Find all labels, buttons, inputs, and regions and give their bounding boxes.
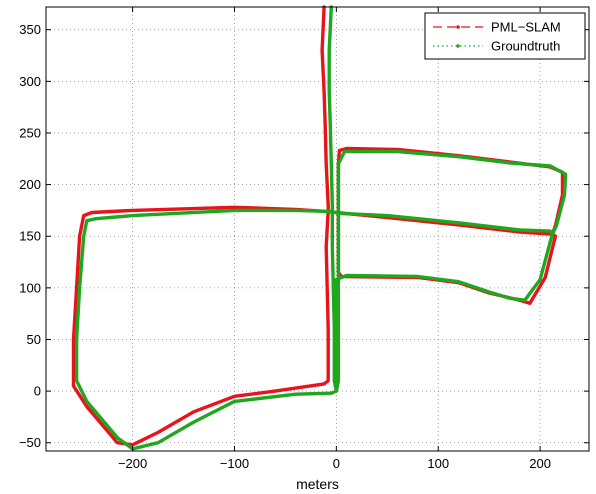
- y-tick-label: 50: [27, 332, 41, 347]
- y-tick-label: 300: [19, 74, 41, 89]
- plot-frame: [45, 6, 590, 452]
- y-tick-label: −50: [19, 435, 41, 450]
- legend: PML−SLAM Groundtruth: [424, 12, 586, 60]
- legend-entry-label: Groundtruth: [491, 39, 560, 54]
- legend-entry-label: PML−SLAM: [491, 20, 561, 35]
- y-tick-label: 100: [19, 280, 41, 295]
- y-tick-label: 150: [19, 229, 41, 244]
- x-tick-label: −200: [118, 456, 147, 471]
- legend-marker-1: [456, 44, 460, 48]
- groundtruth-trajectory: [74, 5, 568, 451]
- legend-marker-0: [456, 25, 460, 29]
- x-tick-label: 100: [427, 456, 449, 471]
- x-tick-label: 200: [529, 456, 551, 471]
- y-tick-label: 350: [19, 22, 41, 37]
- y-tick-label: 200: [19, 177, 41, 192]
- axis-ticks: −200 −100 0 100 200 −50 0 50 100 150 200 250 300 350: [19, 7, 589, 471]
- y-tick-label: 0: [34, 384, 41, 399]
- series-layer: [71, 5, 568, 451]
- legend-box: [424, 12, 586, 60]
- y-tick-label: 250: [19, 125, 41, 140]
- x-tick-label: −100: [220, 456, 249, 471]
- x-tick-label: 0: [333, 456, 340, 471]
- x-axis-label: meters: [296, 476, 339, 492]
